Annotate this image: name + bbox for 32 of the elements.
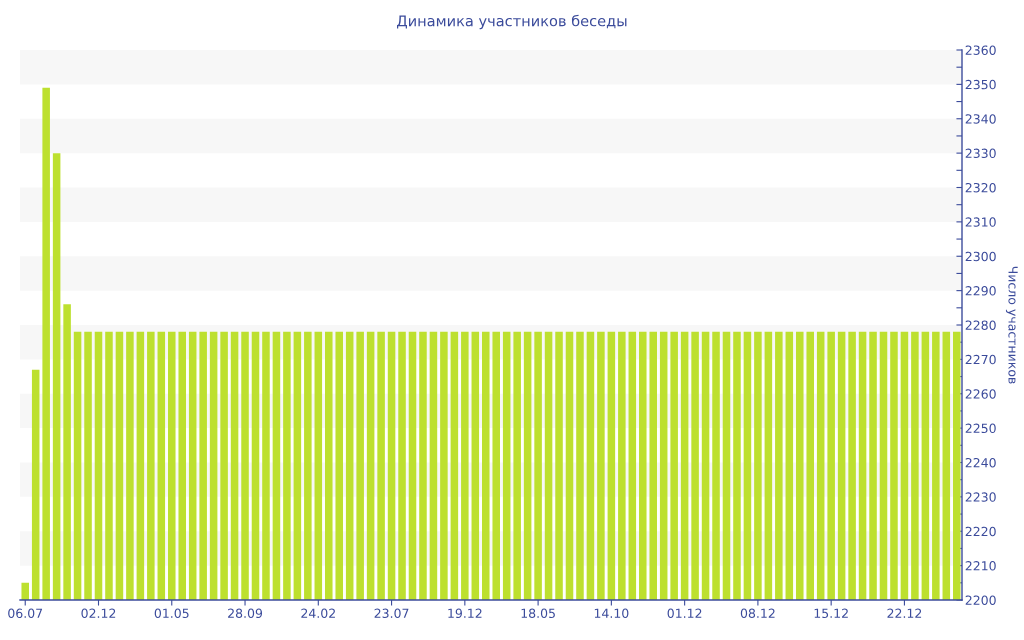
x-tick-label: 23.07 <box>374 608 409 619</box>
y-tick-label: 2360 <box>965 45 996 55</box>
x-tick-label: 24.02 <box>301 608 335 619</box>
y-tick-label: 2230 <box>965 492 996 502</box>
x-tick-label: 18.05 <box>521 608 555 619</box>
x-tick-label: 14.10 <box>594 608 629 619</box>
y-tick-label: 2210 <box>965 561 996 571</box>
y-tick-label: 2330 <box>965 148 996 159</box>
y-tick-label: 2350 <box>965 79 996 90</box>
y-tick-label: 2310 <box>965 217 996 227</box>
x-tick-label: 15.12 <box>814 608 848 619</box>
x-tick-label: 28.09 <box>228 608 263 619</box>
y-tick-label: 2240 <box>965 457 996 468</box>
x-tick-label: 02.12 <box>81 608 116 619</box>
x-tick-label: 19.12 <box>448 608 482 619</box>
x-tick-label: 08.12 <box>740 608 775 619</box>
y-tick-label: 2340 <box>965 114 996 124</box>
x-tick-label: 01.12 <box>667 608 702 619</box>
y-tick-label: 2250 <box>965 423 996 434</box>
y-tick-label: 2200 <box>965 595 996 605</box>
x-tick-label: 22.12 <box>887 608 922 618</box>
chart-title: Динамика участников беседы <box>397 14 627 30</box>
y-tick-label: 2270 <box>965 354 996 365</box>
y-tick-label: 2260 <box>965 389 996 399</box>
y-tick-label: 2300 <box>965 251 996 262</box>
y-tick-label: 2290 <box>965 286 996 296</box>
y-tick-label: 2280 <box>965 320 996 330</box>
x-tick-label: 06.07 <box>8 608 43 619</box>
y-tick-label: 2320 <box>965 182 996 193</box>
x-tick-label: 01.05 <box>154 608 189 619</box>
y-axis-title: Число участников <box>1005 266 1018 384</box>
y-tick-label: 2220 <box>965 526 996 537</box>
